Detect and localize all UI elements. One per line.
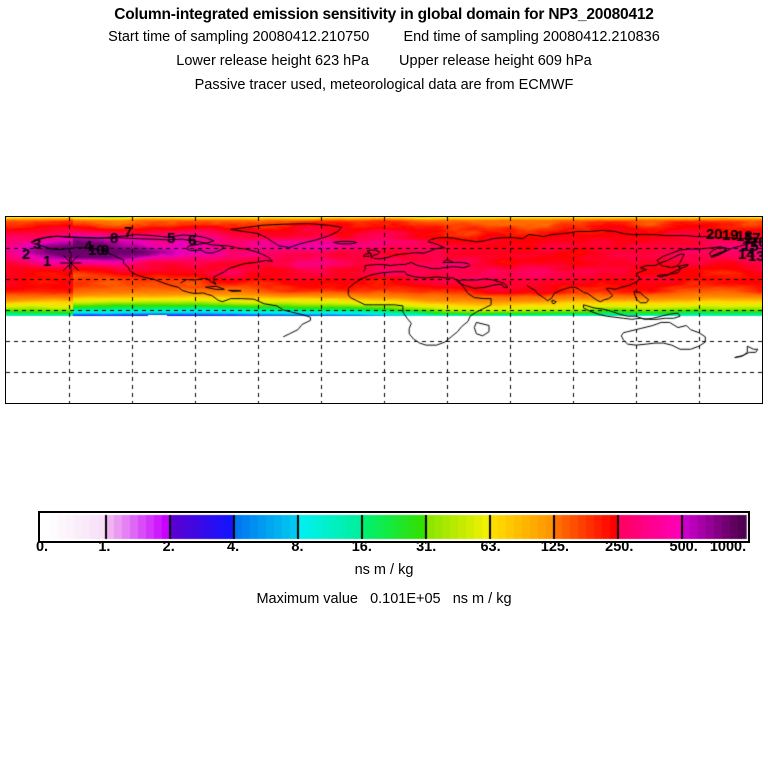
start-time-label: Start time of sampling <box>108 29 249 45</box>
colorbar-tick-1: 1. <box>98 539 111 555</box>
colorbar-tick-11: 1000. <box>709 539 747 555</box>
end-time-label: End time of sampling <box>403 29 539 45</box>
colorbar-gradient <box>38 511 750 543</box>
sampling-time-line: Start time of sampling 20080412.210750 E… <box>0 25 768 49</box>
lower-release-height-label: Lower release height <box>176 53 311 69</box>
emission-sensitivity-map <box>5 216 763 404</box>
colorbar-units-label: ns m / kg <box>354 562 414 578</box>
colorbar-tick-labels: 0. 1. 2. 4. 8. 16. 31. 63. 125. 250. 500. 1000. <box>0 539 768 559</box>
end-time-value: 20080412.210836 <box>542 29 660 45</box>
colorbar-tick-0: 0. <box>35 539 49 555</box>
colorbar-tick-3: 4. <box>227 539 240 555</box>
header-block: Column-integrated emission sensitivity i… <box>0 0 768 97</box>
colorbar-tick-7: 63. <box>480 539 501 555</box>
page-title: Column-integrated emission sensitivity i… <box>114 6 654 23</box>
colorbar-tick-10: 500. <box>669 539 698 555</box>
colorbar-tick-9: 250. <box>605 539 634 555</box>
maximum-value-text: Maximum value <box>256 591 358 607</box>
upper-release-height-label: Upper release height <box>399 53 534 69</box>
colorbar-tick-2: 2. <box>162 539 175 555</box>
maximum-value-number: 0.101E+05 <box>370 591 441 607</box>
upper-release-height-value: 609 hPa <box>537 53 592 69</box>
method-line: Passive tracer used, meteorological data… <box>194 77 574 93</box>
colorbar-tick-5: 16. <box>351 539 372 555</box>
maximum-value-label: Maximum value 0.101E+05 ns m / kg <box>0 591 768 607</box>
start-time-value: 20080412.210750 <box>252 29 370 45</box>
colorbar <box>38 511 750 543</box>
map-field-canvas <box>6 217 762 403</box>
maximum-value-units: ns m / kg <box>452 591 512 607</box>
colorbar-tick-6: 31. <box>416 539 437 555</box>
lower-release-height-value: 623 hPa <box>314 53 369 69</box>
colorbar-tick-4: 8. <box>291 539 304 555</box>
colorbar-tick-8: 125. <box>540 539 570 555</box>
release-height-line: Lower release height 623 hPa Upper relea… <box>0 49 768 73</box>
